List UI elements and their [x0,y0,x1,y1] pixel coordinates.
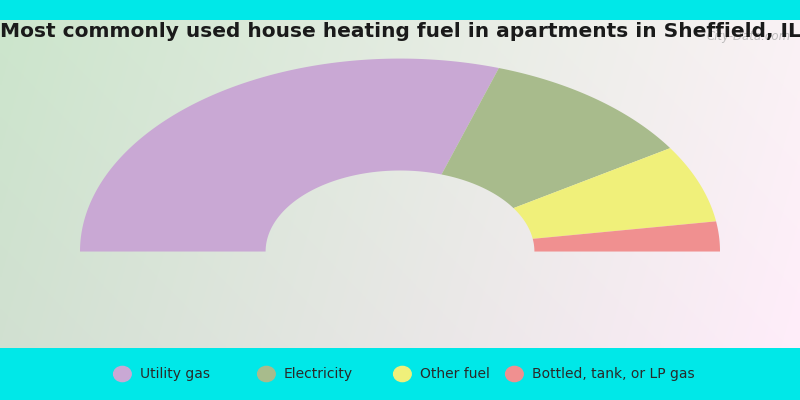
Text: Electricity: Electricity [284,367,353,381]
Polygon shape [514,148,716,239]
Text: Utility gas: Utility gas [140,367,210,381]
Polygon shape [533,221,720,252]
Text: Other fuel: Other fuel [420,367,490,381]
Text: Most commonly used house heating fuel in apartments in Sheffield, IL: Most commonly used house heating fuel in… [0,22,800,41]
Text: City-Data.com: City-Data.com [706,30,790,43]
Polygon shape [80,58,499,252]
Text: Bottled, tank, or LP gas: Bottled, tank, or LP gas [532,367,694,381]
Polygon shape [442,68,670,208]
